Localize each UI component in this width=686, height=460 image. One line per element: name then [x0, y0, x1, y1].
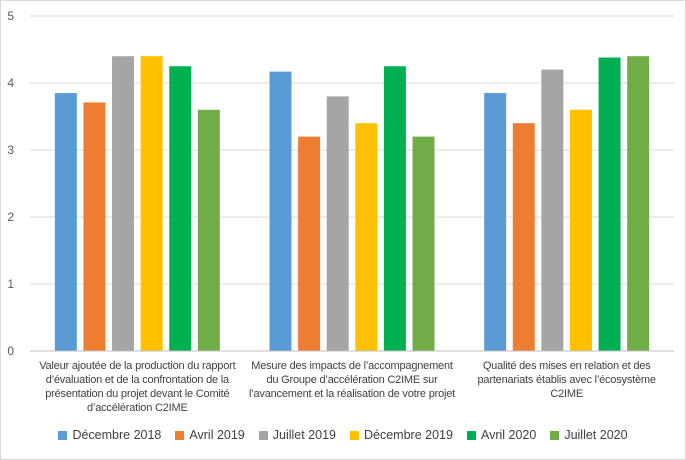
bar: [140, 56, 163, 351]
bar: [484, 93, 507, 352]
bar: [627, 56, 650, 351]
legend-swatch: [350, 430, 359, 440]
bar: [54, 93, 77, 352]
legend-label: Décembre 2018: [72, 428, 162, 442]
x-category-label: Qualité des mises en relation et des par…: [477, 360, 656, 400]
bar: [355, 123, 378, 351]
legend-swatch: [258, 430, 268, 440]
y-tick-label: 3: [7, 143, 14, 157]
legend: Décembre 2018 Avril 2019 Juillet 2019 Décem…: [0, 428, 686, 442]
legend-label: Avril 2020: [480, 428, 537, 442]
legend-label: Juillet 2019: [272, 428, 336, 442]
y-tick-label: 1: [7, 277, 14, 291]
legend-swatch: [175, 430, 185, 440]
bar: [598, 57, 621, 351]
legend-label: Décembre 2019: [364, 428, 453, 442]
legend-item: Avril 2019: [175, 428, 245, 442]
bar: [569, 109, 592, 351]
bar: [269, 71, 292, 352]
legend-swatch: [550, 430, 560, 440]
y-tick-label: 0: [7, 344, 14, 358]
y-tick-label: 2: [7, 210, 14, 224]
x-category-label: Mesure des impacts de l’accompagnement d…: [248, 360, 456, 400]
bar: [298, 136, 321, 351]
legend-item: Juillet 2020: [550, 428, 628, 442]
bar: [383, 66, 406, 351]
legend-item: Juillet 2019: [258, 428, 336, 442]
bar: [512, 123, 535, 351]
legend-label: Avril 2019: [189, 428, 245, 442]
bar: [83, 102, 106, 352]
bar: [412, 136, 435, 351]
y-tick-label: 5: [7, 9, 14, 23]
bar: [197, 109, 220, 351]
legend-item: Décembre 2018: [58, 428, 161, 442]
bar: [112, 56, 135, 351]
legend-item: Avril 2020: [466, 428, 537, 442]
legend-swatch: [58, 430, 68, 440]
bar: [326, 96, 349, 352]
bar: [169, 66, 192, 351]
legend-item: Décembre 2019: [350, 428, 453, 442]
legend-swatch: [466, 430, 476, 440]
bar: [541, 69, 564, 351]
legend-label: Juillet 2020: [564, 428, 628, 442]
x-category-label: Valeur ajoutée de la production du rappo…: [39, 360, 236, 414]
y-tick-label: 4: [7, 76, 14, 90]
